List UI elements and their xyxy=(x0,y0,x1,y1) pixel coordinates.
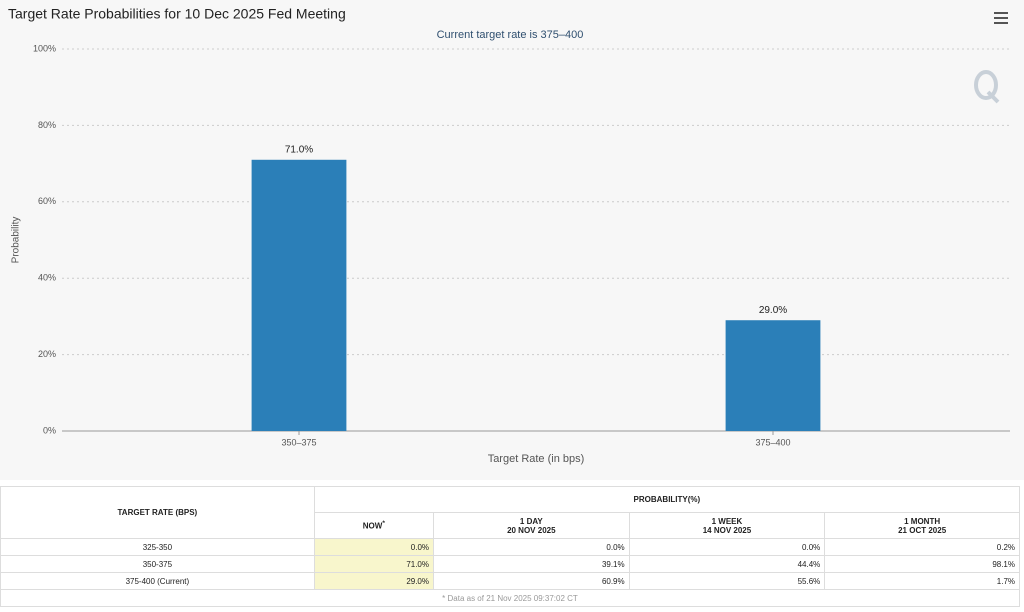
x-axis-label: Target Rate (in bps) xyxy=(488,453,585,465)
rate-cell: 350-375 xyxy=(0,555,315,573)
x-tick-label: 375–400 xyxy=(755,437,790,447)
column-date: 21 OCT 2025 xyxy=(898,525,947,535)
column-header: 1 MONTH 21 OCT 2025 xyxy=(824,512,1020,539)
bar xyxy=(251,159,347,431)
probability-cell: 39.1% xyxy=(433,555,630,573)
logo xyxy=(974,70,1000,104)
probability-cell: 29.0% xyxy=(313,572,435,590)
probability-cell: 44.4% xyxy=(628,555,826,573)
data-label: 29.0% xyxy=(759,305,787,316)
y-tick-label: 100% xyxy=(33,43,56,53)
footnote: * Data as of 21 Nov 2025 09:37:02 CT xyxy=(0,589,1020,607)
probability-cell: 1.7% xyxy=(824,572,1020,590)
data-label: 71.0% xyxy=(285,144,313,155)
probability-cell: 0.0% xyxy=(628,538,826,556)
probability-table: TARGET RATE (BPS) PROBABILITY(%) NOW* 1 D… xyxy=(0,486,1021,607)
y-tick-label: 40% xyxy=(38,273,56,283)
column-date: 14 NOV 2025 xyxy=(702,525,752,535)
probability-cell: 98.1% xyxy=(824,555,1020,573)
column-note: * xyxy=(382,520,385,528)
column-label: 1 DAY xyxy=(519,516,543,526)
column-label: NOW xyxy=(362,521,383,531)
logo-ring xyxy=(974,70,998,100)
row-header: TARGET RATE (BPS) xyxy=(0,486,315,539)
y-axis-label: Probability xyxy=(11,217,22,264)
menu-line xyxy=(994,22,1008,24)
bar xyxy=(725,320,821,431)
probability-cell: 0.0% xyxy=(433,538,630,556)
x-tick-label: 350–375 xyxy=(281,437,316,447)
menu-line xyxy=(994,12,1008,14)
rate-cell: 325-350 xyxy=(0,538,315,556)
chart-subtitle: Current target rate is 375–400 xyxy=(437,29,584,41)
probability-cell: 0.0% xyxy=(313,538,435,556)
group-header: PROBABILITY(%) xyxy=(313,486,1021,513)
column-date: 20 NOV 2025 xyxy=(507,525,556,535)
probability-cell: 60.9% xyxy=(433,572,630,590)
chart-background xyxy=(0,0,1024,480)
y-tick-label: 60% xyxy=(38,196,56,206)
column-header: NOW* xyxy=(313,512,435,539)
probability-cell: 55.6% xyxy=(628,572,826,590)
menu-line xyxy=(994,17,1008,19)
column-header: 1 DAY 20 NOV 2025 xyxy=(433,512,630,539)
logo-tail xyxy=(986,90,1000,104)
y-tick-label: 20% xyxy=(38,349,56,359)
y-tick-label: 0% xyxy=(43,425,56,435)
probability-cell: 0.2% xyxy=(824,538,1020,556)
column-header: 1 WEEK 14 NOV 2025 xyxy=(628,512,826,539)
y-tick-label: 80% xyxy=(38,120,56,130)
rate-cell: 375-400 (Current) xyxy=(0,572,315,590)
chart-title: Target Rate Probabilities for 10 Dec 202… xyxy=(8,6,346,22)
column-label: 1 WEEK xyxy=(711,516,743,526)
menu-button[interactable] xyxy=(994,12,1008,24)
chart: Target Rate Probabilities for 10 Dec 202… xyxy=(0,0,1024,480)
probability-cell: 71.0% xyxy=(313,555,435,573)
column-label: 1 MONTH xyxy=(904,516,941,526)
